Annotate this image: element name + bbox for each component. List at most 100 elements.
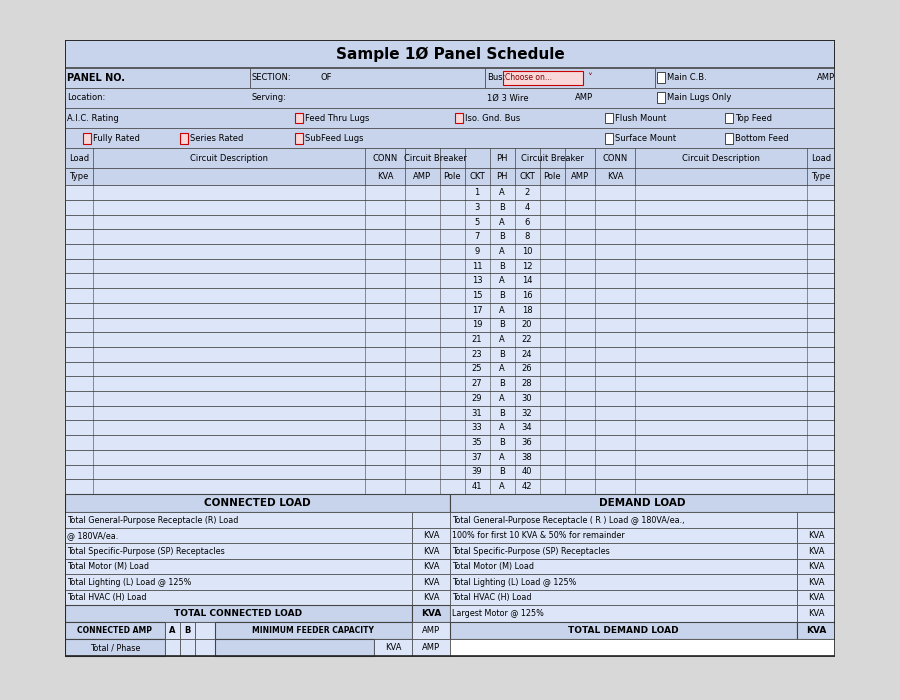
Text: Pole: Pole: [443, 172, 461, 181]
Text: A: A: [500, 453, 505, 462]
Bar: [65, 347, 835, 362]
Text: A: A: [500, 188, 505, 197]
Text: 1Ø 3 Wire: 1Ø 3 Wire: [487, 93, 528, 102]
Text: PANEL NO.: PANEL NO.: [67, 73, 125, 83]
Text: 7: 7: [474, 232, 480, 241]
Bar: [65, 288, 835, 303]
Text: 27: 27: [472, 379, 482, 389]
Bar: [450, 606, 797, 622]
Text: 9: 9: [474, 247, 480, 256]
Bar: [65, 259, 835, 274]
Text: 15: 15: [472, 291, 482, 300]
Bar: [65, 244, 835, 259]
Bar: [65, 639, 165, 657]
Text: AMP: AMP: [422, 626, 440, 636]
Text: B: B: [500, 468, 505, 476]
Text: Total HVAC (H) Load: Total HVAC (H) Load: [452, 593, 532, 602]
Text: AMP: AMP: [817, 74, 835, 83]
Text: Top Feed: Top Feed: [735, 113, 772, 122]
Bar: [65, 303, 835, 318]
Text: 17: 17: [472, 306, 482, 315]
Text: 2: 2: [525, 188, 530, 197]
Text: CONN: CONN: [602, 154, 627, 162]
Text: B: B: [500, 350, 505, 359]
Text: KVA: KVA: [423, 531, 439, 540]
Bar: [65, 168, 835, 186]
Text: Bottom Feed: Bottom Feed: [735, 134, 788, 143]
Bar: [65, 215, 835, 230]
Text: 40: 40: [522, 468, 532, 476]
Text: 18: 18: [522, 306, 533, 315]
Text: KVA: KVA: [806, 626, 826, 636]
Bar: [65, 108, 835, 128]
Bar: [65, 128, 835, 148]
Bar: [450, 590, 797, 606]
Text: 12: 12: [522, 262, 532, 271]
Bar: [657, 92, 665, 104]
Bar: [215, 622, 412, 639]
Text: MINIMUM FEEDER CAPACITY: MINIMUM FEEDER CAPACITY: [253, 626, 374, 636]
Text: Load: Load: [68, 154, 89, 162]
Text: CONNECTED AMP: CONNECTED AMP: [77, 626, 152, 636]
Text: Total Lighting (L) Load @ 125%: Total Lighting (L) Load @ 125%: [67, 578, 191, 587]
Bar: [250, 68, 485, 88]
Text: @ 180VA/ea.: @ 180VA/ea.: [67, 531, 118, 540]
Text: A: A: [500, 247, 505, 256]
Bar: [65, 494, 450, 512]
Bar: [65, 274, 835, 288]
Text: 32: 32: [522, 409, 533, 418]
Text: 38: 38: [522, 453, 533, 462]
Bar: [450, 622, 797, 639]
Text: A: A: [500, 482, 505, 491]
Bar: [65, 230, 835, 244]
Text: Total Specific-Purpose (SP) Receptacles: Total Specific-Purpose (SP) Receptacles: [67, 547, 225, 556]
Text: 14: 14: [522, 276, 532, 286]
Text: KVA: KVA: [808, 547, 824, 556]
Bar: [450, 494, 835, 512]
Text: A: A: [169, 626, 176, 636]
Text: CONN: CONN: [373, 154, 398, 162]
Text: OF: OF: [321, 74, 332, 83]
Bar: [450, 574, 797, 590]
Text: Iso. Gnd. Bus: Iso. Gnd. Bus: [465, 113, 520, 122]
Text: B: B: [500, 379, 505, 389]
Bar: [412, 590, 450, 606]
Bar: [412, 559, 450, 574]
Bar: [450, 512, 797, 528]
Bar: [455, 113, 463, 123]
Text: 39: 39: [472, 468, 482, 476]
Text: 41: 41: [472, 482, 482, 491]
Text: Main C.B.: Main C.B.: [667, 74, 706, 83]
Text: 31: 31: [472, 409, 482, 418]
Bar: [655, 68, 835, 88]
Bar: [450, 543, 797, 559]
Text: Circuit Description: Circuit Description: [190, 154, 268, 162]
Text: 22: 22: [522, 335, 532, 344]
Text: Flush Mount: Flush Mount: [615, 113, 667, 122]
Text: 36: 36: [522, 438, 533, 447]
Text: ˅: ˅: [587, 73, 592, 83]
Text: Surface Mount: Surface Mount: [615, 134, 676, 143]
Text: Type: Type: [812, 172, 831, 181]
Text: KVA: KVA: [808, 578, 824, 587]
Bar: [450, 639, 835, 657]
Bar: [65, 574, 412, 590]
Bar: [65, 391, 835, 406]
Bar: [412, 574, 450, 590]
Bar: [797, 622, 835, 639]
Bar: [65, 332, 835, 347]
Text: Largest Motor @ 125%: Largest Motor @ 125%: [452, 609, 544, 618]
Bar: [412, 639, 450, 657]
Bar: [725, 133, 734, 144]
Text: Main Lugs Only: Main Lugs Only: [667, 93, 732, 102]
Bar: [412, 512, 450, 528]
Bar: [65, 421, 835, 435]
Text: KVA: KVA: [808, 531, 824, 540]
Bar: [485, 68, 655, 88]
Bar: [605, 133, 613, 144]
Text: A.I.C. Rating: A.I.C. Rating: [67, 113, 119, 122]
Text: 30: 30: [522, 394, 533, 403]
Text: A: A: [500, 276, 505, 286]
Text: Total Lighting (L) Load @ 125%: Total Lighting (L) Load @ 125%: [452, 578, 576, 587]
Text: 26: 26: [522, 365, 533, 374]
